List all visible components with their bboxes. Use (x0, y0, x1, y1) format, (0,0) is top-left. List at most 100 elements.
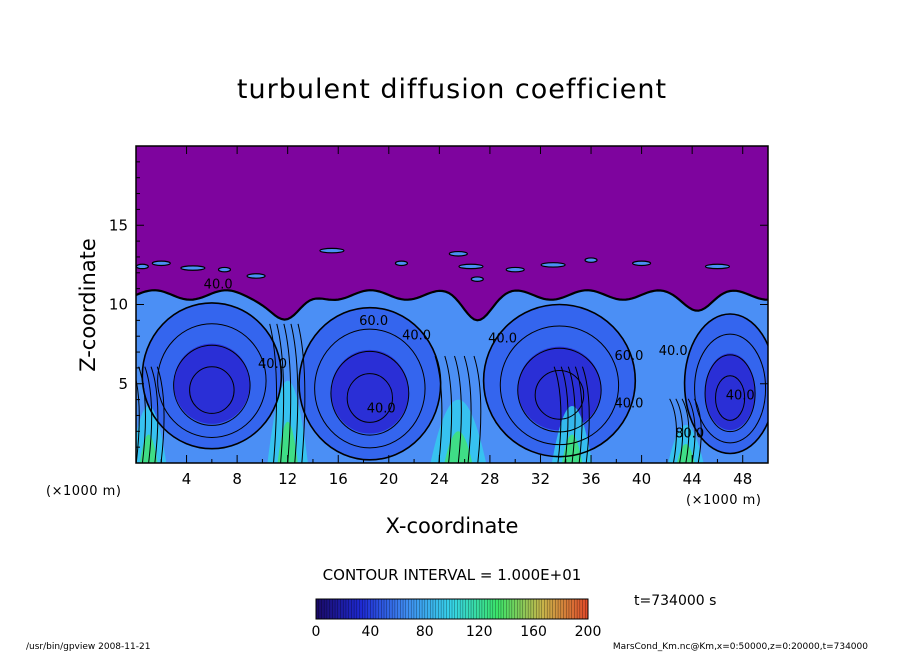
contour-plume-3-5 (473, 355, 482, 463)
x-tick-label-12: 12 (278, 470, 297, 488)
contour-plume-3-1 (434, 355, 443, 463)
contour-cell-1-4 (189, 366, 235, 414)
contour-cell-2-4 (346, 373, 393, 423)
cloud-blob-15 (704, 263, 731, 270)
cloud-blob-1 (136, 263, 149, 270)
x-tick-label-48: 48 (733, 470, 752, 488)
footer-left: /usr/bin/gpview 2008-11-21 (26, 642, 151, 652)
contour-cell-3-3 (517, 347, 602, 433)
cloud-blob-11 (505, 266, 525, 273)
contour-plume-4-3 (567, 366, 576, 463)
contour-plume-4-5 (581, 366, 590, 463)
contour-plume-3-4 (463, 355, 472, 463)
x-tick-label-16: 16 (329, 470, 348, 488)
contour-plume-1-5 (156, 366, 165, 463)
x-tick-label-28: 28 (480, 470, 499, 488)
contour-label-9: 40.0 (659, 344, 688, 359)
cell-2-core (330, 349, 409, 434)
time-label: t=734000 s (634, 593, 717, 609)
contour-cell-4-1 (683, 313, 768, 455)
contour-label-8: 40.0 (614, 397, 643, 412)
cloud-blob-10 (470, 276, 484, 282)
contour-label-10: 40.0 (726, 389, 755, 404)
contour-interval-label: CONTOUR INTERVAL = 1.000E+01 (322, 566, 582, 584)
chart-title: turbulent diffusion coefficient (236, 74, 668, 105)
footer-right: MarsCond_Km.nc@Km,x=0:50000,z=0:20000,t=… (612, 642, 868, 652)
cell-4-core (705, 353, 756, 431)
x-tick-label-24: 24 (430, 470, 449, 488)
y-axis-ticks: 5 10 15 (109, 161, 768, 448)
plot-area: 40.0 40.0 60.0 40.0 40.0 40.0 60.0 40.0 40.0 40.0… (109, 145, 769, 488)
diffusion-field (136, 290, 768, 463)
contour-cell-3-1 (482, 303, 637, 458)
y-tick-label-5: 5 (118, 375, 128, 393)
cloud-blob-9 (458, 263, 484, 270)
cloud-blob-14 (631, 260, 652, 267)
x-tick-label-20: 20 (379, 470, 398, 488)
contour-layer-top (136, 289, 768, 322)
contour-label-1: 40.0 (204, 278, 233, 293)
contour-plume-5-2 (675, 398, 684, 463)
y-tick-label-15: 15 (109, 216, 128, 234)
cloud-blob-2 (151, 260, 171, 267)
colorbar: 0 40 80 120 160 200 (312, 598, 602, 640)
contour-plume-2-2 (276, 323, 285, 463)
y-tick-label-10: 10 (109, 296, 128, 314)
contour-plume-5-4 (687, 398, 696, 463)
colorbar-frame (315, 598, 589, 620)
colorbar-tick-label-40: 40 (361, 624, 379, 640)
colorbar-tick-label-80: 80 (416, 624, 434, 640)
contour-plume-2-1 (269, 323, 278, 463)
contour-plume-1-3 (144, 366, 153, 463)
contour-plume-3-2 (444, 355, 453, 463)
x-axis-ticks: 4 8 12 16 20 24 28 32 36 40 44 48 (160, 146, 752, 488)
contour-labels: 40.0 40.0 60.0 40.0 40.0 40.0 60.0 40.0 40.0 40.0… (204, 278, 755, 442)
plume-3-core (444, 431, 473, 463)
contour-cell-2-2 (314, 328, 426, 449)
contour-label-7: 60.0 (614, 349, 643, 364)
cloud-blob-8 (448, 250, 468, 257)
contour-plume-4-2 (560, 366, 569, 463)
contour-plume-5-3 (681, 398, 690, 463)
contour-label-2: 40.0 (258, 357, 287, 372)
contour-plume-4-4 (574, 366, 583, 463)
y-axis-label: Z-coordinate (76, 238, 100, 372)
cloud-blob-13 (584, 257, 598, 263)
contour-plume-4-1 (553, 366, 562, 463)
x-tick-label-44: 44 (683, 470, 702, 488)
contour-cell-4-2 (694, 333, 767, 444)
colorbar-tick-label-0: 0 (312, 624, 321, 640)
colorbar-tick-label-120: 120 (466, 624, 493, 640)
cloud-blob-12 (540, 262, 566, 268)
contour-plume-5-1 (669, 398, 677, 463)
x-tick-label-4: 4 (182, 470, 192, 488)
contour-plume-2-3 (283, 323, 292, 463)
x-tick-label-36: 36 (581, 470, 600, 488)
cloud-blob-6 (319, 247, 345, 254)
contour-plume-1-4 (150, 366, 159, 463)
cloud-blob-5 (246, 273, 266, 279)
cloud-blob-7 (394, 260, 409, 267)
contour-cell-2-3 (330, 350, 410, 436)
contour-cell-1-1 (141, 302, 283, 450)
contour-label-5: 40.0 (402, 328, 431, 343)
contour-cell-1-3 (173, 344, 251, 426)
colorbar-ticks: 0 40 80 120 160 200 (312, 624, 602, 640)
contour-label-3: 60.0 (359, 314, 388, 329)
contour-label-6: 40.0 (488, 332, 517, 347)
cloud-blob-3 (180, 265, 206, 271)
x-tick-label-40: 40 (632, 470, 651, 488)
contour-label-4: 40.0 (367, 401, 396, 416)
x-unit-left: (×1000 m) (46, 484, 122, 499)
contour-plume-1-2 (138, 366, 146, 463)
contour-cell-4-3 (704, 354, 756, 433)
contour-plume-2-5 (297, 323, 306, 463)
contour-lines (136, 247, 768, 463)
contour-plume-2-4 (290, 323, 299, 463)
colorbar-tick-label-160: 160 (520, 624, 547, 640)
cloud-blob-4 (217, 266, 232, 273)
contour-cell-1-2 (157, 323, 267, 438)
contour-plume-1-1 (136, 377, 140, 463)
contour-cell-3-4 (534, 369, 585, 420)
